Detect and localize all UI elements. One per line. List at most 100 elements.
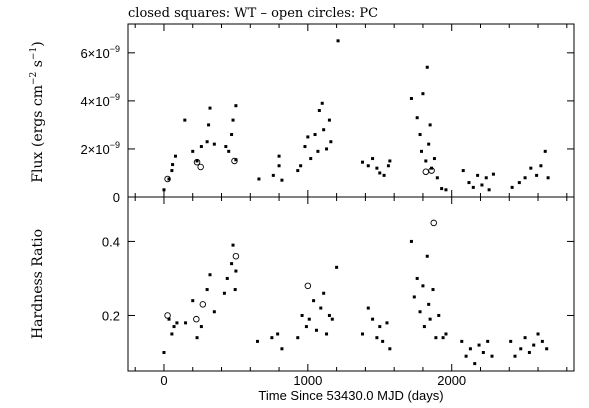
bottom-wt-point (361, 332, 365, 336)
top-y-tick-label: 0 (113, 190, 120, 205)
bottom-wt-point (191, 299, 195, 303)
top-wt-point (320, 101, 324, 105)
bottom-wt-point (523, 336, 527, 340)
bottom-wt-point (381, 339, 385, 343)
top-wt-point (378, 171, 382, 175)
bottom-wt-point (167, 317, 171, 321)
top-wt-point (409, 96, 413, 100)
bottom-wt-point (366, 306, 370, 310)
top-wt-point (207, 123, 211, 127)
top-wt-point (231, 118, 235, 122)
bottom-y-axis-label: Hardness Ratio (30, 229, 46, 339)
x-tick-label: 1000 (293, 373, 322, 388)
top-wt-point (444, 188, 448, 192)
top-wt-point (523, 176, 527, 180)
top-wt-point (170, 169, 174, 173)
top-wt-point (271, 173, 275, 177)
top-wt-point (299, 164, 303, 168)
top-wt-point (424, 159, 428, 163)
bottom-wt-point (335, 265, 339, 269)
top-wt-point (205, 140, 209, 144)
top-wt-point (461, 169, 465, 173)
bottom-wt-point (460, 339, 464, 343)
top-wt-point (325, 147, 329, 151)
top-wt-point (440, 187, 444, 191)
bottom-wt-point (477, 343, 481, 347)
top-wt-point (476, 173, 480, 177)
top-wt-point (432, 157, 436, 161)
top-wt-point (224, 145, 228, 149)
top-wt-point (277, 164, 281, 168)
bottom-wt-point (473, 362, 477, 366)
top-wt-point (167, 177, 171, 181)
bottom-wt-point (230, 262, 234, 266)
bottom-wt-point (276, 332, 280, 336)
bottom-wt-point (409, 239, 413, 243)
top-wt-point (361, 160, 365, 164)
bottom-wt-point (437, 313, 441, 317)
top-wt-point (195, 159, 199, 163)
bottom-wt-point (325, 332, 329, 336)
bottom-wt-point (199, 325, 203, 329)
top-y-axis-label: Flux (ergs cm−2 s−1) (29, 41, 46, 182)
top-wt-point (539, 164, 543, 168)
bottom-wt-point (464, 354, 468, 358)
bottom-wt-point (431, 288, 435, 292)
top-wt-point (257, 177, 261, 181)
bottom-wt-point (418, 310, 422, 314)
bottom-pc-point (193, 315, 200, 323)
top-wt-point (535, 173, 539, 177)
top-wt-point (208, 106, 212, 110)
top-wt-point (309, 157, 313, 161)
top-wt-point (171, 163, 175, 167)
bottom-wt-point (519, 347, 523, 351)
bottom-wt-point (540, 339, 544, 343)
top-pc-point (164, 175, 171, 183)
top-wt-point (306, 135, 310, 139)
top-wt-point (546, 176, 550, 180)
x-tick-label: 2000 (437, 373, 466, 388)
bottom-wt-point (225, 276, 229, 280)
top-pc-point (193, 158, 201, 166)
bottom-wt-point (330, 317, 334, 321)
top-wt-point (487, 188, 491, 192)
top-wt-point (183, 118, 187, 122)
top-wt-point (317, 109, 321, 112)
bottom-wt-point (385, 321, 389, 325)
bottom-wt-point (388, 347, 392, 351)
top-wt-point (329, 140, 333, 144)
top-wt-point (467, 181, 471, 185)
bottom-wt-point (205, 288, 209, 292)
bottom-wt-point (304, 325, 308, 329)
bottom-wt-point (195, 336, 199, 340)
top-wt-point (173, 154, 177, 158)
x-axis-label: Time Since 53430.0 MJD (days) (258, 388, 443, 403)
top-wt-point (388, 159, 392, 163)
top-wt-point (199, 145, 203, 149)
top-wt-point (322, 128, 326, 132)
header-text: closed squares: WT – open circles: PC (128, 6, 378, 21)
top-wt-point (517, 181, 521, 185)
bottom-wt-point (509, 339, 513, 343)
bottom-wt-point (208, 273, 212, 277)
bottom-wt-point (425, 254, 429, 258)
top-plot-frame (127, 23, 575, 198)
top-wt-point (419, 149, 423, 153)
top-wt-point (386, 164, 390, 168)
bottom-wt-point (427, 302, 431, 306)
top-pc-point (231, 157, 238, 165)
top-wt-point (425, 65, 429, 69)
bottom-wt-point (536, 332, 540, 336)
top-wt-point (234, 104, 238, 108)
top-wt-point (230, 133, 234, 137)
bottom-wt-point (421, 284, 425, 288)
bottom-wt-point (412, 295, 416, 299)
bottom-wt-point (545, 347, 549, 351)
bottom-wt-point (322, 291, 326, 295)
top-pc-point (197, 163, 204, 171)
bottom-wt-point (444, 332, 448, 336)
top-wt-point (366, 164, 370, 168)
bottom-wt-point (375, 336, 379, 340)
top-y-tick-label: 2×10−9 (80, 140, 120, 157)
top-wt-point (421, 92, 425, 96)
